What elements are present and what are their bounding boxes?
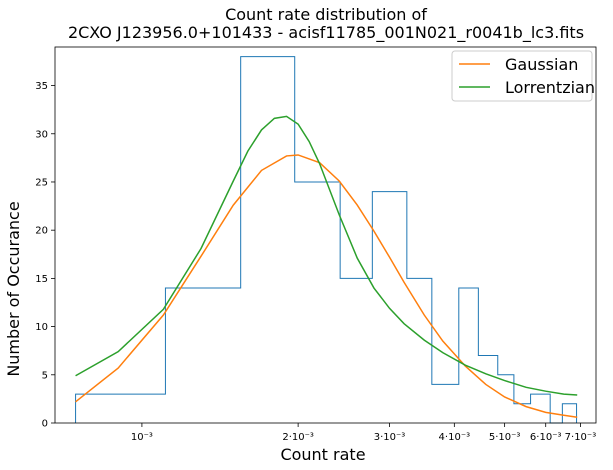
y-tick-label: 20 — [35, 226, 48, 237]
x-tick-label: 3·10⁻³ — [374, 432, 406, 443]
y-axis-label: Number of Occurance — [4, 201, 23, 376]
plot-area: 0 5 10 15 20 25 30 35 10⁻³ 2·10⁻³ 3·10⁻³ 4·10⁻³ 5·10… — [35, 46, 597, 443]
y-tick-label: 5 — [42, 370, 48, 381]
series-line-gaussian — [75, 154, 578, 418]
x-tick-label: 5·10⁻³ — [489, 432, 521, 443]
legend-label-lorrentzian: Lorrentzian — [505, 78, 595, 97]
series-line-lorrentzian — [75, 115, 578, 396]
y-tick-label: 35 — [35, 81, 48, 92]
chart-title-line-2: 2CXO J123956.0+101433 - acisf11785_001N0… — [68, 23, 584, 43]
y-tick-label: 10 — [35, 322, 48, 333]
y-tick-label: 0 — [42, 419, 48, 430]
x-tick-label: 10⁻³ — [131, 432, 153, 443]
plot-frame — [54, 46, 597, 424]
legend-label-gaussian: Gaussian — [505, 55, 578, 74]
x-tick-label: 2·10⁻³ — [282, 432, 314, 443]
x-tick-label: 6·10⁻³ — [530, 432, 562, 443]
x-axis-label: Count rate — [280, 445, 365, 464]
y-tick-label: 30 — [35, 129, 48, 140]
x-tick-label: 7·10⁻³ — [565, 432, 597, 443]
y-tick-label: 25 — [35, 177, 48, 188]
x-tick-label: 4·10⁻³ — [439, 432, 471, 443]
histogram-outline — [75, 56, 578, 424]
chart-title-line-1: Count rate distribution of — [225, 5, 427, 24]
y-tick-label: 15 — [35, 274, 48, 285]
